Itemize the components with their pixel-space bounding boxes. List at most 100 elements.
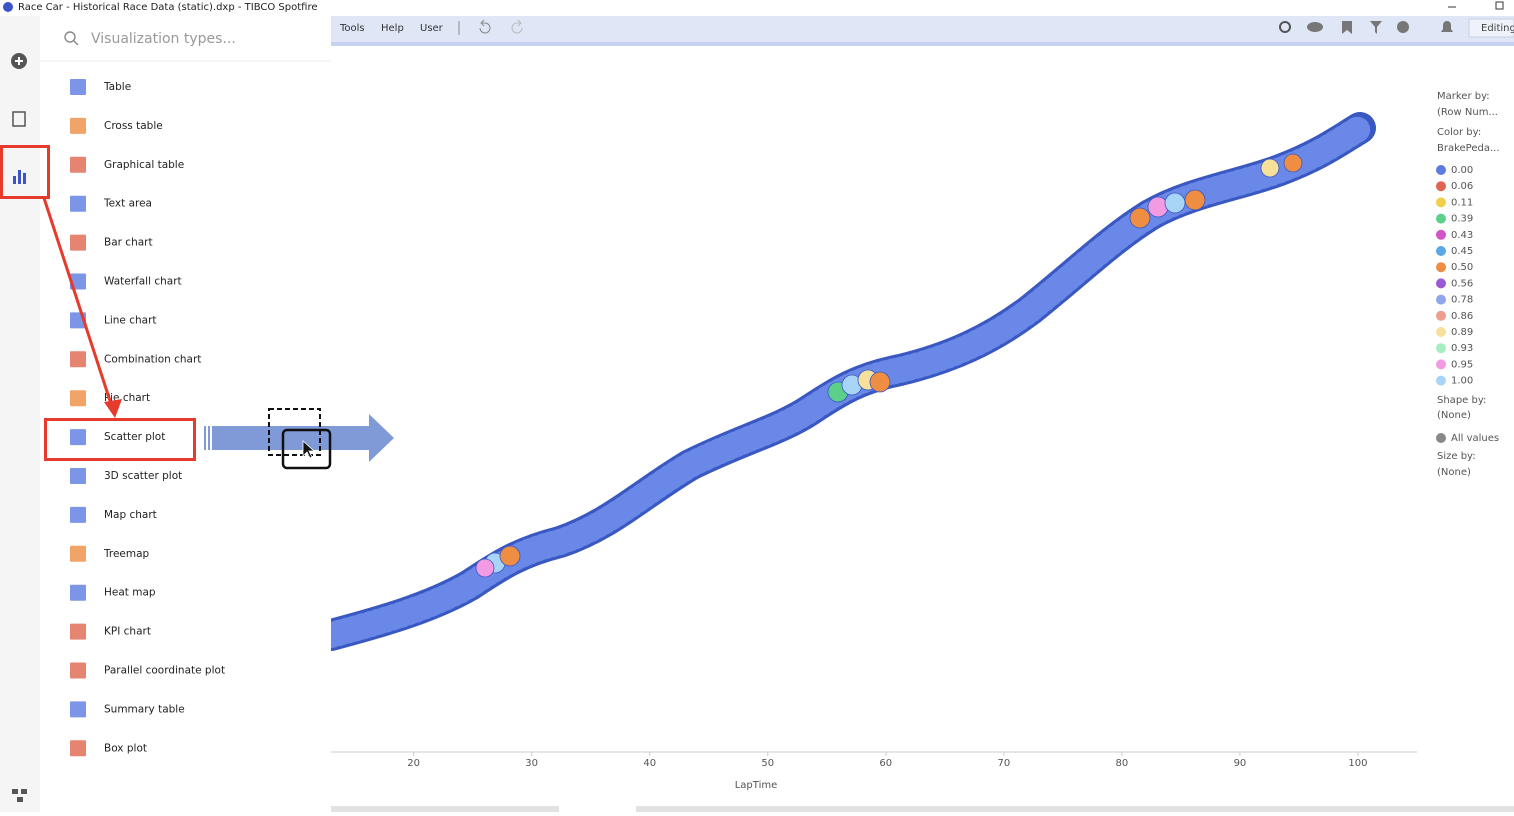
item-label[interactable]: Line chart <box>104 314 157 326</box>
item-icon <box>70 79 86 95</box>
mode-button[interactable] <box>1468 18 1514 38</box>
item-label[interactable]: KPI chart <box>104 626 151 638</box>
mode-label[interactable]: Editing <box>1481 23 1514 34</box>
item-label[interactable]: Heat map <box>104 587 156 599</box>
scrollbar[interactable] <box>331 806 559 812</box>
item-icon <box>70 156 86 173</box>
visualizations-icon[interactable] <box>13 170 26 184</box>
menu-item[interactable]: Tools <box>339 23 365 34</box>
legend-value[interactable]: (Row Num... <box>1437 107 1498 118</box>
braking-points <box>475 153 1303 578</box>
legend-swatch <box>1436 310 1446 321</box>
legend-item: 0.43 <box>1451 230 1473 241</box>
restore[interactable] <box>1495 1 1504 10</box>
app-icon <box>3 2 13 12</box>
legend-swatch <box>1436 213 1446 224</box>
legend-item: 0.39 <box>1451 214 1473 225</box>
search-icon[interactable] <box>1279 21 1291 33</box>
legend-item: 0.11 <box>1451 197 1473 208</box>
item-icon <box>70 740 86 757</box>
item-label[interactable]: Table <box>103 81 131 93</box>
data-icon[interactable] <box>12 111 26 127</box>
x-tick-label: 70 <box>997 758 1010 769</box>
x-tick-label: 100 <box>1348 758 1367 769</box>
item-label[interactable]: Bar chart <box>104 237 153 249</box>
item-label[interactable]: Map chart <box>104 509 157 521</box>
legend-swatch <box>1436 294 1446 305</box>
scatter-plot <box>315 112 1376 651</box>
legend-heading: Shape by: <box>1437 395 1486 406</box>
item-label[interactable]: Cross table <box>104 120 163 132</box>
legend-value[interactable]: BrakePeda... <box>1437 143 1500 154</box>
x-tick-label: 20 <box>407 758 420 769</box>
toolbar-border <box>331 42 1514 46</box>
legend-value[interactable]: (None) <box>1437 467 1471 478</box>
x-tick-label: 90 <box>1234 758 1247 769</box>
legend-item: 0.89 <box>1451 327 1473 338</box>
legend-swatch <box>1436 165 1446 175</box>
legend-swatch <box>1436 246 1446 256</box>
legend-swatch <box>1436 343 1446 354</box>
title-bar <box>0 0 1514 16</box>
window-title: Race Car - Historical Race Data (static)… <box>18 2 318 13</box>
side-strip <box>0 16 40 812</box>
legend-shape <box>1436 433 1446 443</box>
item-label[interactable]: Graphical table <box>104 159 184 171</box>
legend-item: 0.06 <box>1451 181 1473 192</box>
drag-box <box>281 428 332 470</box>
x-tick-label: 50 <box>761 758 774 769</box>
legend-item: 0.45 <box>1451 246 1473 257</box>
item-label[interactable]: Summary table <box>104 703 185 715</box>
item-icon <box>70 506 86 523</box>
menu-item[interactable]: Help <box>381 23 404 34</box>
drop-target <box>268 408 321 456</box>
item-label[interactable]: Scatter plot <box>104 431 165 443</box>
legend-heading: Color by: <box>1437 127 1481 138</box>
x-tick-label: 40 <box>643 758 656 769</box>
toolbar <box>331 16 1514 42</box>
item-label[interactable]: Waterfall chart <box>104 276 182 288</box>
legend-item: 1.00 <box>1451 376 1473 387</box>
menu-item[interactable]: User <box>420 23 444 34</box>
item-icon <box>70 390 86 407</box>
comments-icon[interactable] <box>1307 22 1323 32</box>
legend-heading: Size by: <box>1437 451 1476 462</box>
item-icon <box>70 545 86 562</box>
item-icon <box>70 195 86 212</box>
legend-item: 0.00 <box>1451 165 1473 176</box>
scrollbar[interactable] <box>636 806 1514 812</box>
highlight-box <box>0 145 50 199</box>
search-placeholder[interactable]: Visualization types... <box>91 31 236 47</box>
legend-swatch <box>1436 262 1446 273</box>
legend-swatch <box>1436 278 1446 289</box>
filter-icon[interactable] <box>1370 21 1382 34</box>
add-icon-plus <box>15 57 23 65</box>
notifications-icon[interactable] <box>1441 21 1453 32</box>
legend-item: 0.86 <box>1451 311 1473 322</box>
redo[interactable] <box>511 19 523 34</box>
settings-icon[interactable] <box>1397 21 1409 33</box>
legend-item: 0.78 <box>1451 295 1473 306</box>
highlight-box <box>44 418 196 461</box>
item-label[interactable]: 3D scatter plot <box>104 470 182 482</box>
item-icon <box>70 468 86 484</box>
legend-item: 0.56 <box>1451 278 1473 289</box>
annotation-arrowhead <box>104 399 122 418</box>
undo[interactable] <box>479 19 491 34</box>
legend-item: 0.95 <box>1451 359 1473 370</box>
bookmark-icon[interactable] <box>1342 21 1352 34</box>
item-label[interactable]: Combination chart <box>104 353 201 365</box>
item-label[interactable]: Text area <box>103 198 152 210</box>
item-icon <box>70 623 86 640</box>
legend-swatch <box>1436 229 1446 240</box>
item-label[interactable]: Treemap <box>103 548 150 560</box>
flow-icon[interactable] <box>12 789 27 802</box>
item-label[interactable]: Parallel coordinate plot <box>104 665 225 677</box>
item-label[interactable]: Box plot <box>104 742 147 754</box>
legend-value[interactable]: (None) <box>1437 410 1471 421</box>
item-icon <box>70 234 86 251</box>
item-icon <box>70 117 86 134</box>
search-box[interactable] <box>40 16 331 61</box>
